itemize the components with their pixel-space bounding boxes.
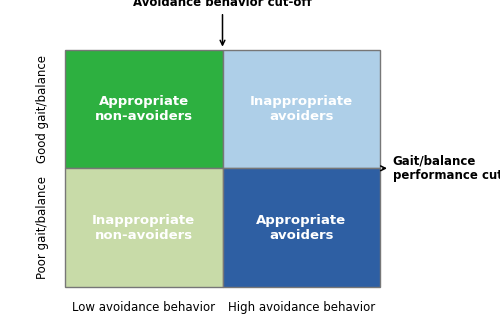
- Text: Appropriate
non-avoiders: Appropriate non-avoiders: [94, 95, 193, 123]
- Text: Gait/balance
performance cut-off: Gait/balance performance cut-off: [380, 154, 500, 182]
- Text: Poor gait/balance: Poor gait/balance: [36, 176, 50, 279]
- Text: Inappropriate
non-avoiders: Inappropriate non-avoiders: [92, 214, 196, 242]
- Text: Appropriate
avoiders: Appropriate avoiders: [256, 214, 346, 242]
- Text: Inappropriate
avoiders: Inappropriate avoiders: [250, 95, 353, 123]
- Bar: [65, 168, 222, 287]
- Bar: [222, 50, 380, 168]
- Text: Low avoidance behavior: Low avoidance behavior: [72, 301, 216, 314]
- Bar: [65, 50, 222, 168]
- Text: High avoidance behavior: High avoidance behavior: [228, 301, 375, 314]
- Bar: [222, 168, 380, 287]
- Text: Avoidance behavior cut-off: Avoidance behavior cut-off: [133, 0, 312, 45]
- Text: Good gait/balance: Good gait/balance: [36, 55, 50, 163]
